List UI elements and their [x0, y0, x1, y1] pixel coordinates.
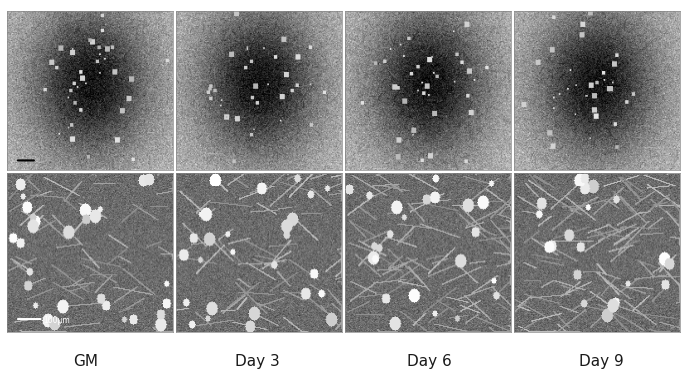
Text: 100μm: 100μm [43, 316, 70, 325]
Text: Day 9: Day 9 [578, 354, 624, 369]
Text: Day 3: Day 3 [235, 354, 280, 369]
Text: Day 6: Day 6 [407, 354, 452, 369]
Text: GM: GM [74, 354, 98, 369]
